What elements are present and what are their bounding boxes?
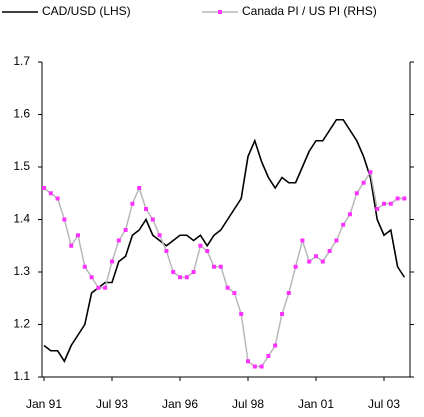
y-tick-label: 1.2	[13, 317, 30, 331]
series-marker	[382, 201, 386, 206]
y-tick-label: 1.3	[13, 264, 30, 278]
series-marker	[171, 270, 176, 274]
legend-marker	[218, 10, 222, 14]
series-marker	[307, 259, 312, 264]
series-marker	[341, 222, 346, 227]
series-marker	[116, 238, 121, 243]
series-marker	[327, 249, 332, 253]
series-marker	[150, 217, 155, 222]
series-marker	[375, 207, 380, 211]
y-tick-label: 1.4	[13, 212, 30, 226]
series-marker	[89, 275, 94, 280]
series-marker	[137, 186, 142, 190]
x-tick-label: Jan 96	[162, 397, 198, 411]
series-marker	[184, 275, 189, 280]
series-marker	[62, 217, 67, 222]
series-marker	[259, 364, 264, 369]
series-marker	[402, 196, 407, 201]
series-marker	[300, 238, 305, 243]
series-marker	[273, 343, 278, 348]
series-marker	[123, 228, 128, 232]
series-marker	[334, 238, 339, 243]
series-marker	[239, 312, 244, 316]
x-tick-label: Jan 01	[298, 397, 334, 411]
series-marker	[293, 264, 298, 269]
series-marker	[96, 285, 101, 290]
series-marker	[368, 170, 373, 175]
x-tick-label: Jul 03	[368, 397, 400, 411]
series-marker	[266, 354, 271, 358]
series-marker	[225, 285, 230, 290]
series-marker	[42, 186, 46, 190]
series-marker	[205, 249, 210, 253]
series-marker	[110, 259, 114, 264]
series-marker	[388, 201, 393, 206]
y-tick-label: 1.6	[13, 107, 30, 121]
series-line	[43, 170, 405, 368]
x-tick-label: Jul 98	[232, 397, 264, 411]
series-marker	[246, 359, 250, 364]
series-marker	[286, 291, 291, 295]
series-marker	[198, 243, 203, 248]
series-marker	[164, 249, 169, 253]
y-tick-label: 1.5	[13, 159, 30, 173]
series-marker	[348, 212, 352, 217]
series-marker	[144, 207, 148, 211]
series-marker	[361, 180, 366, 185]
y-tick-label: 1.7	[13, 54, 30, 68]
series-marker	[320, 259, 325, 264]
series-marker	[218, 264, 223, 269]
series-marker	[280, 312, 284, 316]
series-marker	[130, 201, 135, 206]
series-marker	[69, 243, 74, 248]
x-tick-label: Jan 91	[26, 397, 62, 411]
series-line	[43, 118, 406, 363]
series-marker	[212, 264, 216, 269]
series-marker	[354, 191, 359, 196]
series-marker	[76, 233, 80, 238]
legend-label: Canada PI / US PI (RHS)	[242, 4, 377, 18]
series-marker	[252, 364, 257, 369]
series-marker	[232, 291, 237, 295]
series-marker	[103, 285, 108, 290]
series-marker	[82, 264, 87, 269]
series-marker	[395, 196, 400, 201]
series-marker	[178, 275, 182, 280]
y-tick-label: 1.1	[13, 369, 30, 383]
legend-label: CAD/USD (LHS)	[42, 4, 131, 18]
series-marker	[314, 254, 318, 259]
x-tick-label: Jul 93	[96, 397, 128, 411]
series-marker	[55, 196, 60, 201]
series-marker	[191, 270, 196, 274]
series-marker	[48, 191, 53, 196]
series-marker	[157, 233, 162, 238]
